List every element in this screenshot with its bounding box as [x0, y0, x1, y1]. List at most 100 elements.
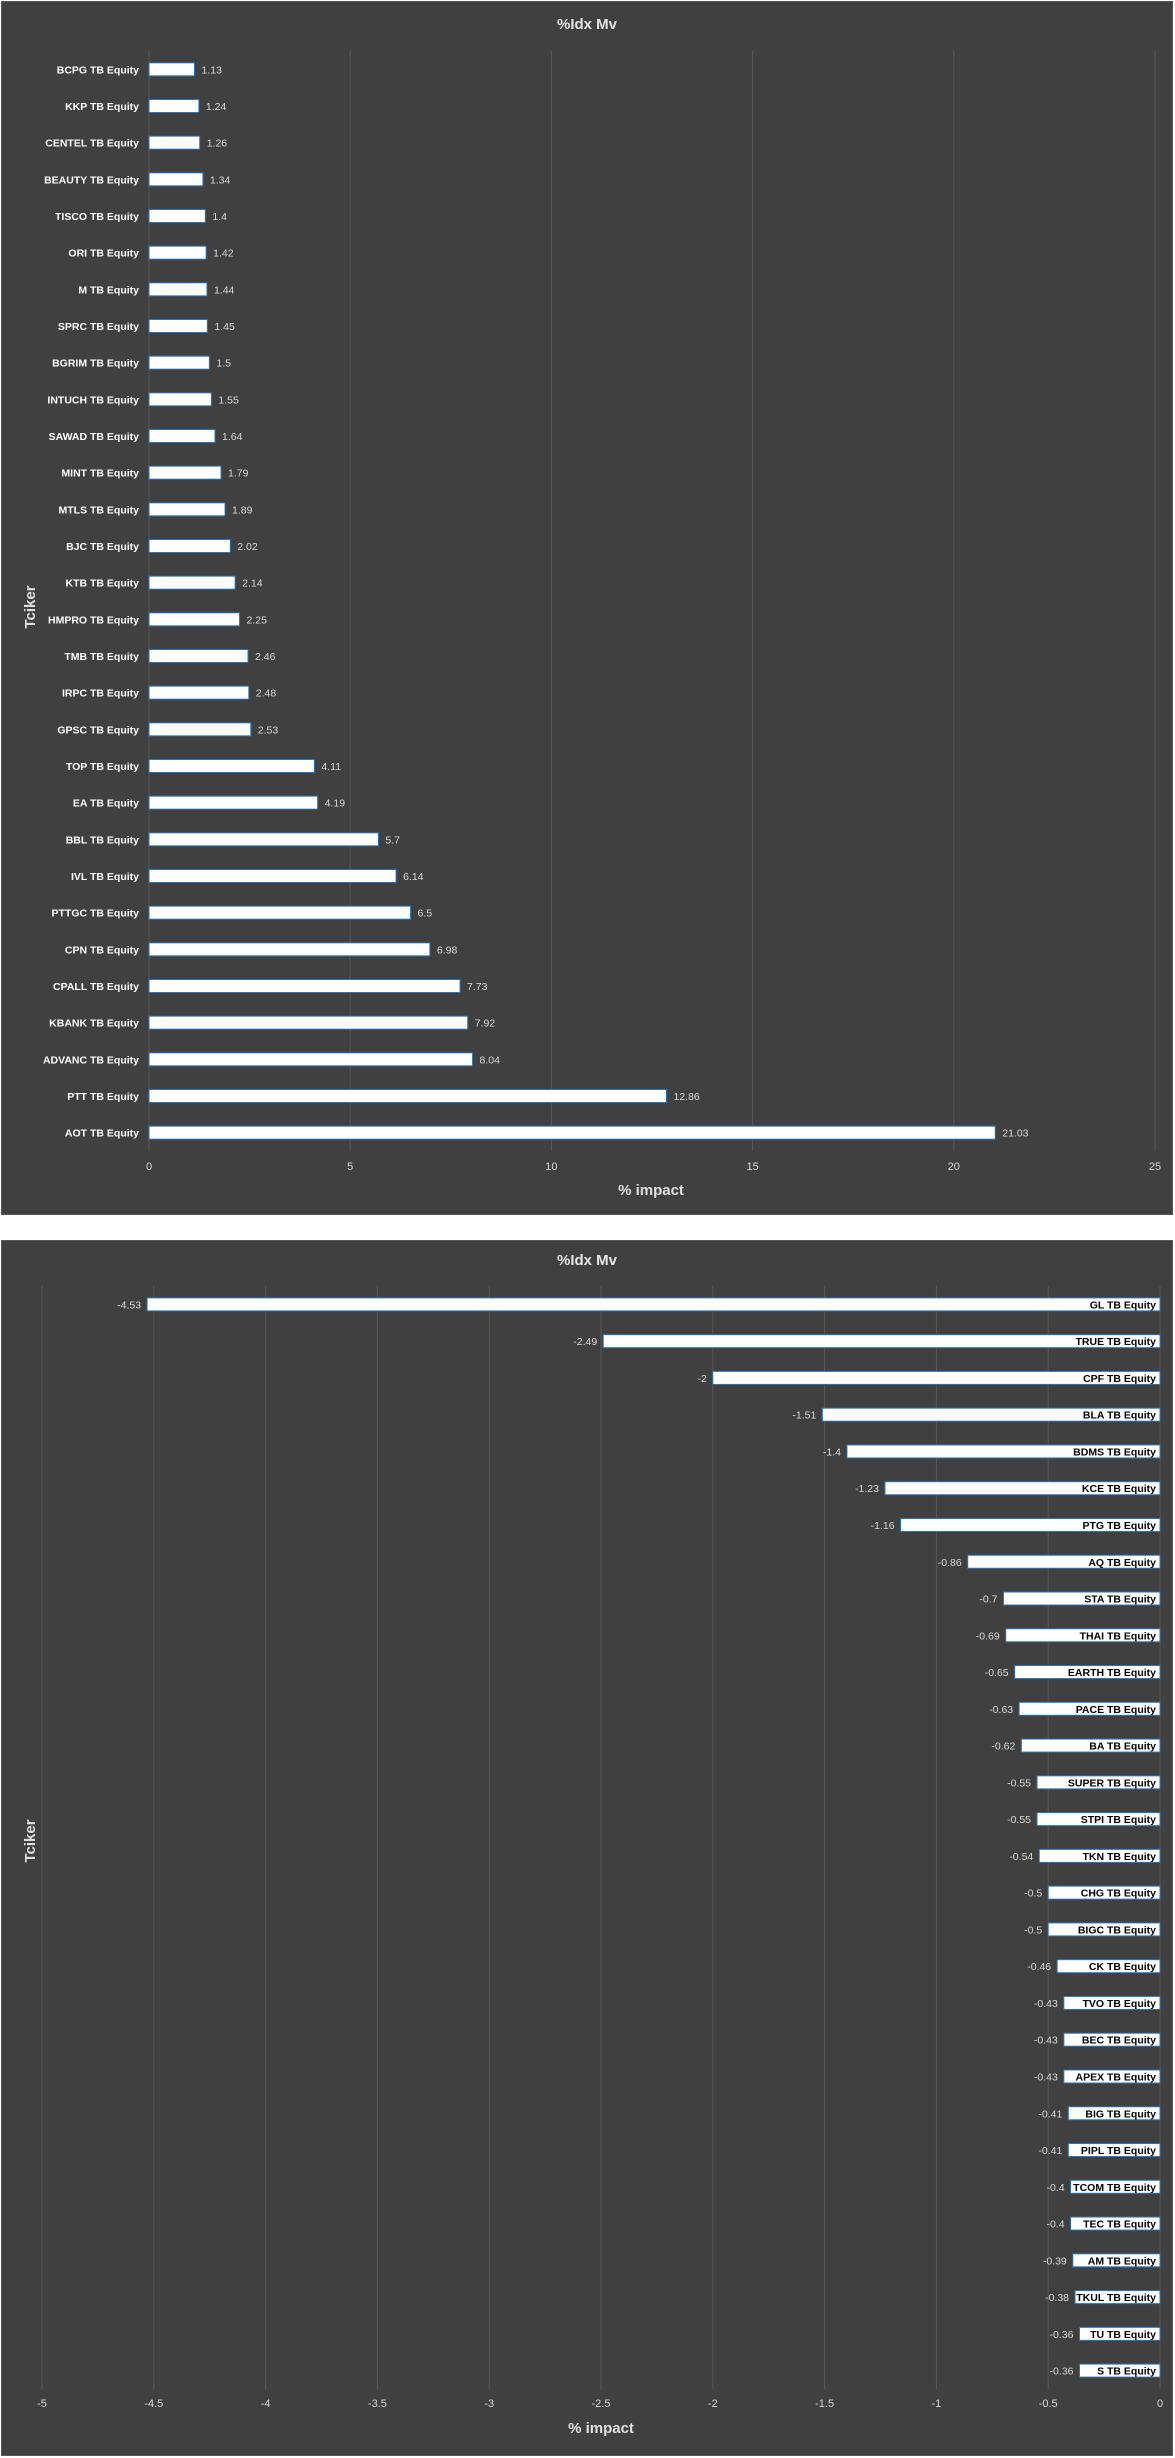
bar — [148, 979, 461, 993]
data-label: 1.42 — [213, 248, 234, 260]
category-label: TKN TB Equity — [1083, 1851, 1157, 1863]
data-label: -1.51 — [792, 1410, 816, 1422]
bar — [148, 759, 315, 773]
category-label: AOT TB Equity — [65, 1128, 139, 1140]
category-label: IRPC TB Equity — [62, 688, 139, 700]
bar — [602, 1334, 1161, 1349]
data-label: -0.36 — [1050, 2329, 1074, 2341]
bar — [148, 1015, 469, 1030]
bar — [148, 1125, 996, 1140]
data-label: -0.46 — [1027, 1961, 1051, 1973]
category-label: STA TB Equity — [1084, 1594, 1156, 1606]
data-label: 5.7 — [385, 834, 400, 846]
bar — [148, 539, 231, 553]
data-label: -1.4 — [823, 1446, 841, 1458]
category-label: M TB Equity — [78, 284, 139, 296]
data-label: 1.5 — [216, 358, 231, 370]
category-label: AQ TB Equity — [1088, 1557, 1156, 1569]
data-label: -0.55 — [1007, 1814, 1031, 1826]
bar — [1047, 1922, 1161, 1937]
category-label: KBANK TB Equity — [49, 1018, 139, 1030]
data-label: 4.19 — [325, 798, 346, 810]
data-label: 2.14 — [242, 578, 263, 590]
category-label: TMB TB Equity — [64, 651, 139, 663]
bar — [148, 649, 249, 663]
bar — [884, 1481, 1161, 1496]
category-label: PTTGC TB Equity — [52, 908, 140, 920]
category-label: EARTH TB Equity — [1068, 1667, 1156, 1679]
bar — [148, 62, 195, 77]
bar — [146, 1297, 1161, 1312]
category-label: BBL TB Equity — [66, 834, 139, 846]
x-tick-label: -4.5 — [144, 2398, 163, 2410]
x-tick-label: 20 — [948, 1161, 960, 1173]
category-label: PTT TB Equity — [67, 1091, 139, 1103]
category-label: EA TB Equity — [73, 798, 139, 810]
bar — [148, 172, 204, 187]
x-tick-label: 0 — [1157, 2398, 1163, 2410]
bar — [1072, 2253, 1161, 2268]
data-label: -0.39 — [1043, 2255, 1067, 2267]
data-label: 7.92 — [475, 1018, 496, 1030]
x-axis-title: % impact — [618, 1182, 684, 1199]
category-label: TISCO TB Equity — [55, 211, 139, 223]
data-label: 1.4 — [212, 211, 227, 223]
bar — [148, 245, 207, 260]
bar — [148, 942, 431, 957]
data-label: 6.5 — [418, 908, 433, 920]
x-tick-label: 25 — [1149, 1161, 1161, 1173]
category-label: MINT TB Equity — [61, 468, 139, 480]
bar — [1018, 1701, 1161, 1716]
category-label: BCPG TB Equity — [57, 64, 139, 76]
data-label: 4.11 — [321, 761, 341, 773]
data-label: 1.26 — [207, 138, 228, 150]
category-label: SUPER TB Equity — [1068, 1777, 1156, 1789]
data-label: -1.23 — [855, 1483, 879, 1495]
category-label: S TB Equity — [1097, 2366, 1156, 2378]
bar — [1056, 1959, 1161, 1974]
category-label: CPF TB Equity — [1083, 1373, 1156, 1385]
data-label: -0.43 — [1034, 2071, 1058, 2083]
category-label: ADVANC TB Equity — [43, 1054, 139, 1066]
category-label: BEAUTY TB Equity — [44, 174, 139, 186]
data-label: -0.43 — [1034, 1998, 1058, 2010]
data-label: 2.48 — [256, 688, 277, 700]
bar — [148, 135, 201, 150]
x-tick-label: -2.5 — [592, 2398, 611, 2410]
bar — [148, 869, 397, 883]
bar — [1079, 2363, 1161, 2378]
bar — [148, 575, 236, 590]
data-label: -1.16 — [871, 1520, 895, 1532]
data-label: -0.63 — [989, 1704, 1013, 1716]
data-label: 1.24 — [206, 101, 227, 113]
bar — [148, 282, 208, 297]
bar — [1070, 2216, 1161, 2231]
data-label: -0.54 — [1009, 1851, 1033, 1863]
x-tick-label: 15 — [746, 1161, 758, 1173]
category-label: TRUE TB Equity — [1076, 1336, 1157, 1348]
category-label: AM TB Equity — [1088, 2255, 1156, 2267]
data-label: -2.49 — [573, 1336, 597, 1348]
bar — [148, 832, 379, 847]
bar — [1020, 1738, 1161, 1753]
data-label: 2.25 — [247, 614, 268, 626]
x-tick-label: 5 — [347, 1161, 353, 1173]
x-tick-label: -2 — [708, 2398, 718, 2410]
bar — [846, 1444, 1161, 1459]
data-label: -0.5 — [1024, 1888, 1042, 1900]
category-label: CHG TB Equity — [1081, 1888, 1156, 1900]
bar — [1036, 1812, 1161, 1827]
x-tick-label: -1.5 — [815, 2398, 834, 2410]
category-label: TOP TB Equity — [66, 761, 139, 773]
bar — [148, 685, 250, 700]
data-label: -0.65 — [985, 1667, 1009, 1679]
bar — [1067, 2106, 1161, 2121]
category-label: SAWAD TB Equity — [49, 431, 140, 443]
data-label: 8.04 — [480, 1054, 501, 1066]
positive-impact-chart: %Idx Mv Tciker % impact 0 5 10 15 20 25 BCPG T… — [22, 16, 1161, 1199]
bar — [967, 1554, 1161, 1569]
bar — [148, 465, 222, 480]
data-label: 1.64 — [222, 431, 243, 443]
x-tick-label: -5 — [37, 2398, 47, 2410]
y-axis-title: Tciker — [22, 585, 39, 628]
